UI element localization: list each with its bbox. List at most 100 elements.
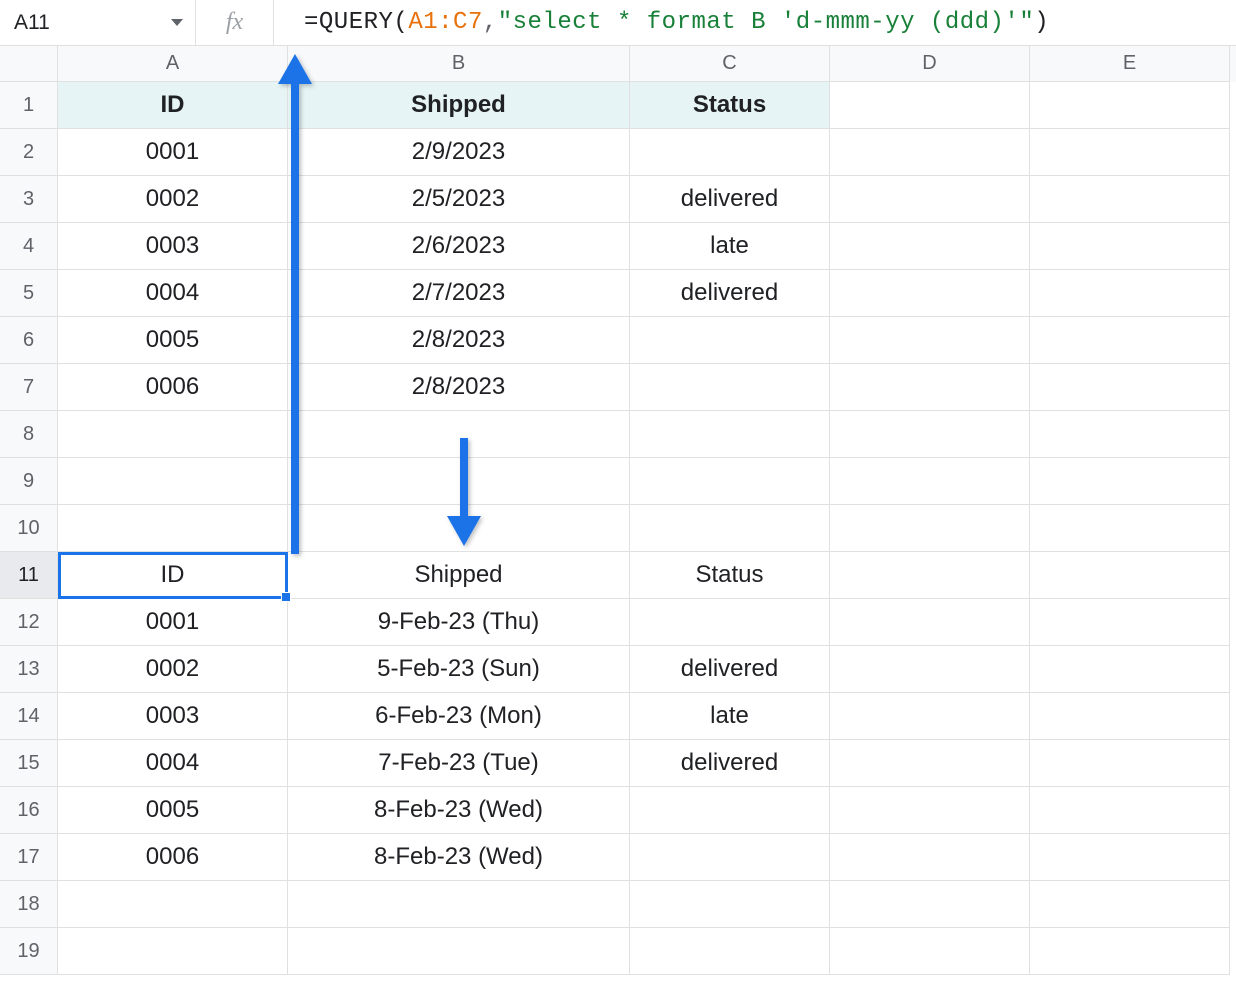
cell-E13[interactable] [1030, 646, 1230, 693]
cell-C2[interactable] [630, 129, 830, 176]
row-header-3[interactable]: 3 [0, 176, 58, 223]
cell-D5[interactable] [830, 270, 1030, 317]
cell-A12[interactable]: 0001 [58, 599, 288, 646]
cell-C18[interactable] [630, 881, 830, 928]
cell-B10[interactable] [288, 505, 630, 552]
col-header-B[interactable]: B [288, 46, 630, 82]
cell-C1[interactable]: Status [630, 82, 830, 129]
row-header-19[interactable]: 19 [0, 928, 58, 975]
cell-B14[interactable]: 6-Feb-23 (Mon) [288, 693, 630, 740]
cell-A3[interactable]: 0002 [58, 176, 288, 223]
cell-C11[interactable]: Status [630, 552, 830, 599]
cell-A14[interactable]: 0003 [58, 693, 288, 740]
cell-B9[interactable] [288, 458, 630, 505]
cell-E5[interactable] [1030, 270, 1230, 317]
cell-E19[interactable] [1030, 928, 1230, 975]
cell-E15[interactable] [1030, 740, 1230, 787]
cell-D12[interactable] [830, 599, 1030, 646]
cell-D17[interactable] [830, 834, 1030, 881]
cell-B19[interactable] [288, 928, 630, 975]
cell-D16[interactable] [830, 787, 1030, 834]
row-header-9[interactable]: 9 [0, 458, 58, 505]
row-header-14[interactable]: 14 [0, 693, 58, 740]
cell-A16[interactable]: 0005 [58, 787, 288, 834]
cell-A5[interactable]: 0004 [58, 270, 288, 317]
cell-E17[interactable] [1030, 834, 1230, 881]
row-header-2[interactable]: 2 [0, 129, 58, 176]
col-header-E[interactable]: E [1030, 46, 1230, 82]
cell-A15[interactable]: 0004 [58, 740, 288, 787]
cell-A7[interactable]: 0006 [58, 364, 288, 411]
cell-A17[interactable]: 0006 [58, 834, 288, 881]
name-box-dropdown-icon[interactable] [171, 19, 183, 26]
cell-B17[interactable]: 8-Feb-23 (Wed) [288, 834, 630, 881]
cell-B13[interactable]: 5-Feb-23 (Sun) [288, 646, 630, 693]
cell-A1[interactable]: ID [58, 82, 288, 129]
row-header-17[interactable]: 17 [0, 834, 58, 881]
cell-B3[interactable]: 2/5/2023 [288, 176, 630, 223]
row-header-11[interactable]: 11 [0, 552, 58, 599]
cell-B6[interactable]: 2/8/2023 [288, 317, 630, 364]
cell-E7[interactable] [1030, 364, 1230, 411]
cell-D18[interactable] [830, 881, 1030, 928]
cell-C10[interactable] [630, 505, 830, 552]
cell-A18[interactable] [58, 881, 288, 928]
cell-E6[interactable] [1030, 317, 1230, 364]
cell-E2[interactable] [1030, 129, 1230, 176]
cell-A19[interactable] [58, 928, 288, 975]
cell-A10[interactable] [58, 505, 288, 552]
cell-D10[interactable] [830, 505, 1030, 552]
col-header-C[interactable]: C [630, 46, 830, 82]
cell-A8[interactable] [58, 411, 288, 458]
cell-A6[interactable]: 0005 [58, 317, 288, 364]
cell-B18[interactable] [288, 881, 630, 928]
formula-input[interactable]: =QUERY(A1:C7,"select * format B 'd-mmm-y… [274, 9, 1236, 36]
cell-B1[interactable]: Shipped [288, 82, 630, 129]
spreadsheet-grid[interactable]: A B C D E 1IDShippedStatus200012/9/20233… [0, 46, 1236, 975]
cell-E18[interactable] [1030, 881, 1230, 928]
name-box[interactable]: A11 [0, 0, 196, 45]
row-header-15[interactable]: 15 [0, 740, 58, 787]
select-all-corner[interactable] [0, 46, 58, 82]
cell-E11[interactable] [1030, 552, 1230, 599]
cell-C16[interactable] [630, 787, 830, 834]
cell-C14[interactable]: late [630, 693, 830, 740]
row-header-8[interactable]: 8 [0, 411, 58, 458]
cell-E4[interactable] [1030, 223, 1230, 270]
cell-D13[interactable] [830, 646, 1030, 693]
cell-D11[interactable] [830, 552, 1030, 599]
cell-E9[interactable] [1030, 458, 1230, 505]
cell-A2[interactable]: 0001 [58, 129, 288, 176]
cell-B8[interactable] [288, 411, 630, 458]
cell-E16[interactable] [1030, 787, 1230, 834]
cell-D2[interactable] [830, 129, 1030, 176]
cell-C12[interactable] [630, 599, 830, 646]
cell-E8[interactable] [1030, 411, 1230, 458]
cell-D1[interactable] [830, 82, 1030, 129]
cell-E14[interactable] [1030, 693, 1230, 740]
row-header-7[interactable]: 7 [0, 364, 58, 411]
cell-B7[interactable]: 2/8/2023 [288, 364, 630, 411]
cell-B5[interactable]: 2/7/2023 [288, 270, 630, 317]
cell-B12[interactable]: 9-Feb-23 (Thu) [288, 599, 630, 646]
row-header-4[interactable]: 4 [0, 223, 58, 270]
cell-E10[interactable] [1030, 505, 1230, 552]
cell-D19[interactable] [830, 928, 1030, 975]
cell-E1[interactable] [1030, 82, 1230, 129]
cell-A9[interactable] [58, 458, 288, 505]
row-header-10[interactable]: 10 [0, 505, 58, 552]
col-header-D[interactable]: D [830, 46, 1030, 82]
col-header-A[interactable]: A [58, 46, 288, 82]
cell-C8[interactable] [630, 411, 830, 458]
cell-C19[interactable] [630, 928, 830, 975]
cell-A11[interactable]: ID [58, 552, 288, 599]
cell-B4[interactable]: 2/6/2023 [288, 223, 630, 270]
cell-D9[interactable] [830, 458, 1030, 505]
cell-B16[interactable]: 8-Feb-23 (Wed) [288, 787, 630, 834]
cell-A13[interactable]: 0002 [58, 646, 288, 693]
cell-C13[interactable]: delivered [630, 646, 830, 693]
row-header-13[interactable]: 13 [0, 646, 58, 693]
cell-D15[interactable] [830, 740, 1030, 787]
row-header-6[interactable]: 6 [0, 317, 58, 364]
cell-D14[interactable] [830, 693, 1030, 740]
